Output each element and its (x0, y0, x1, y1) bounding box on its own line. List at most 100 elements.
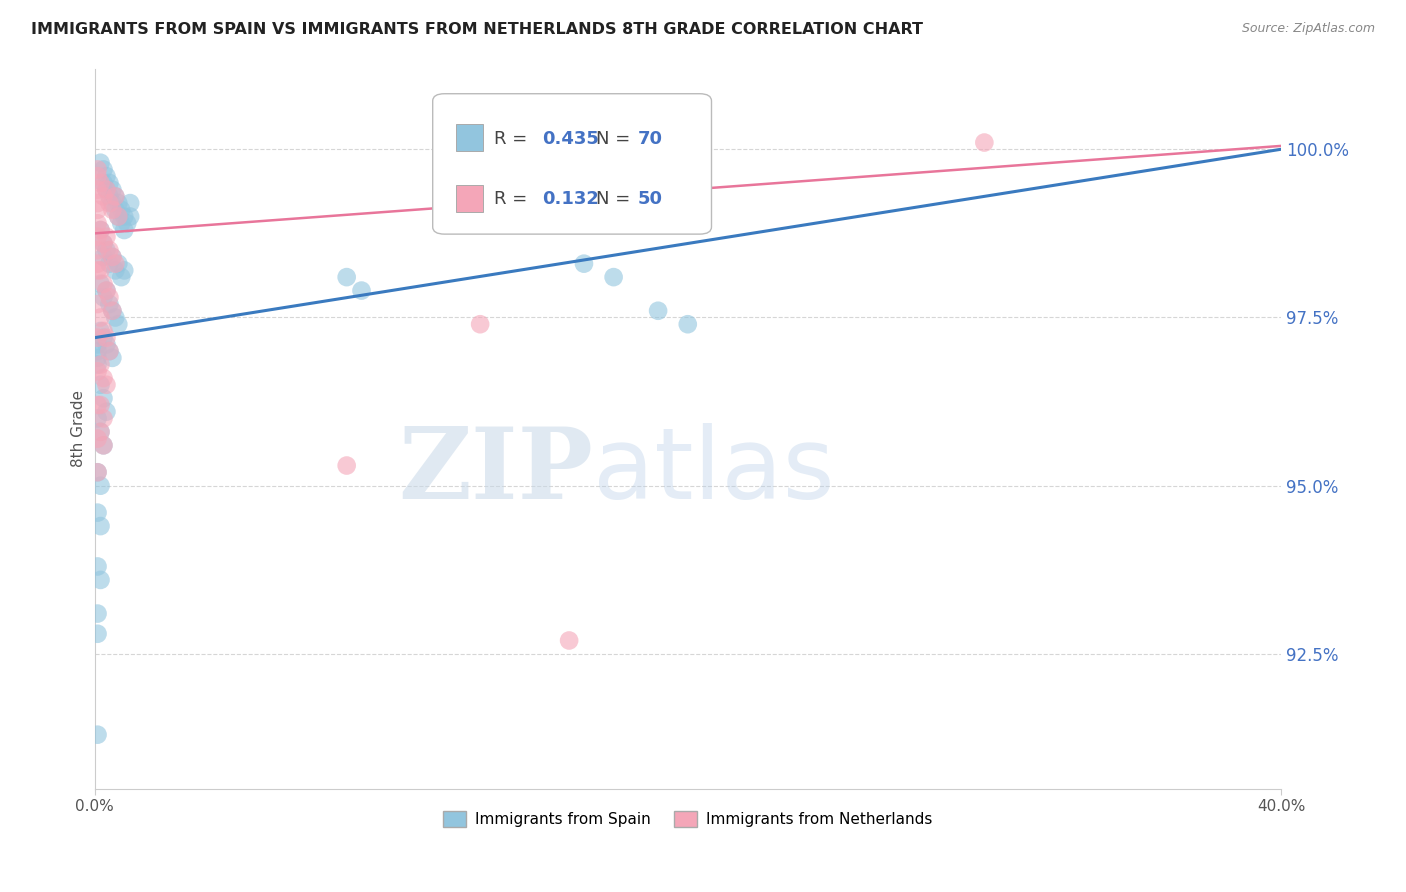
Point (107, 210, 129, 224)
Point (93, 438, 115, 452)
Point (98, 344, 121, 359)
Point (86, 626, 108, 640)
FancyBboxPatch shape (457, 185, 482, 211)
Point (89, 479, 111, 493)
Point (93, 290, 115, 304)
Point (86, 506, 108, 520)
Point (96, 284, 118, 298)
Point (89, 263, 111, 277)
Point (93, 236, 115, 251)
Point (104, 263, 127, 277)
Point (96, 377, 118, 392)
Point (98, 176, 121, 190)
Point (89, 277, 111, 291)
Point (107, 257, 129, 271)
FancyBboxPatch shape (457, 124, 482, 152)
Text: 50: 50 (638, 190, 664, 208)
Point (110, 202, 132, 217)
Point (93, 438, 115, 452)
Text: R =: R = (495, 190, 533, 208)
Point (86, 216, 108, 230)
Point (98, 290, 121, 304)
Point (86, 351, 108, 365)
Point (89, 398, 111, 412)
Point (86, 432, 108, 446)
Point (89, 155, 111, 169)
Point (96, 405, 118, 419)
Point (93, 277, 115, 291)
Point (89, 425, 111, 439)
Text: R =: R = (495, 129, 533, 148)
Point (89, 223, 111, 237)
Point (86, 162, 108, 177)
Point (93, 324, 115, 338)
Point (572, 257, 595, 271)
Point (98, 243, 121, 257)
Point (86, 263, 108, 277)
Point (101, 250, 124, 264)
Point (120, 196, 142, 211)
Point (96, 229, 118, 244)
Point (101, 202, 124, 217)
Point (93, 331, 115, 345)
Point (93, 391, 115, 405)
Point (89, 358, 111, 372)
Point (89, 519, 111, 533)
Point (86, 607, 108, 621)
Point (86, 364, 108, 378)
Point (93, 162, 115, 177)
Point (112, 210, 135, 224)
Point (86, 337, 108, 351)
Point (86, 257, 108, 271)
Point (96, 331, 118, 345)
Point (104, 310, 127, 325)
Point (93, 236, 115, 251)
Point (647, 303, 669, 318)
Point (588, 162, 610, 177)
Point (89, 377, 111, 392)
Point (101, 183, 124, 197)
Text: N =: N = (596, 129, 637, 148)
Point (86, 202, 108, 217)
Point (107, 210, 129, 224)
Point (86, 196, 108, 211)
Point (98, 344, 121, 359)
Point (112, 223, 135, 237)
Point (104, 202, 127, 217)
Point (468, 317, 491, 331)
Point (676, 317, 699, 331)
Point (89, 425, 111, 439)
Point (112, 263, 135, 277)
Point (89, 223, 111, 237)
Point (86, 728, 108, 742)
Point (98, 189, 121, 203)
Point (120, 210, 142, 224)
Point (86, 169, 108, 184)
Text: IMMIGRANTS FROM SPAIN VS IMMIGRANTS FROM NETHERLANDS 8TH GRADE CORRELATION CHART: IMMIGRANTS FROM SPAIN VS IMMIGRANTS FROM… (31, 22, 922, 37)
Point (336, 270, 359, 285)
Point (93, 250, 115, 264)
Point (96, 337, 118, 351)
Point (617, 176, 640, 190)
Point (86, 344, 108, 359)
Text: Source: ZipAtlas.com: Source: ZipAtlas.com (1241, 22, 1375, 36)
Text: 70: 70 (638, 129, 664, 148)
Point (104, 189, 127, 203)
Point (89, 176, 111, 190)
Point (89, 324, 111, 338)
Point (107, 196, 129, 211)
Text: atlas: atlas (593, 423, 835, 520)
Point (104, 257, 127, 271)
Point (101, 303, 124, 318)
Point (86, 297, 108, 311)
Point (86, 398, 108, 412)
Point (89, 573, 111, 587)
Point (973, 136, 995, 150)
Point (96, 169, 118, 184)
Point (115, 216, 138, 230)
Point (96, 243, 118, 257)
Point (101, 351, 124, 365)
Point (101, 196, 124, 211)
Point (101, 250, 124, 264)
Point (86, 183, 108, 197)
